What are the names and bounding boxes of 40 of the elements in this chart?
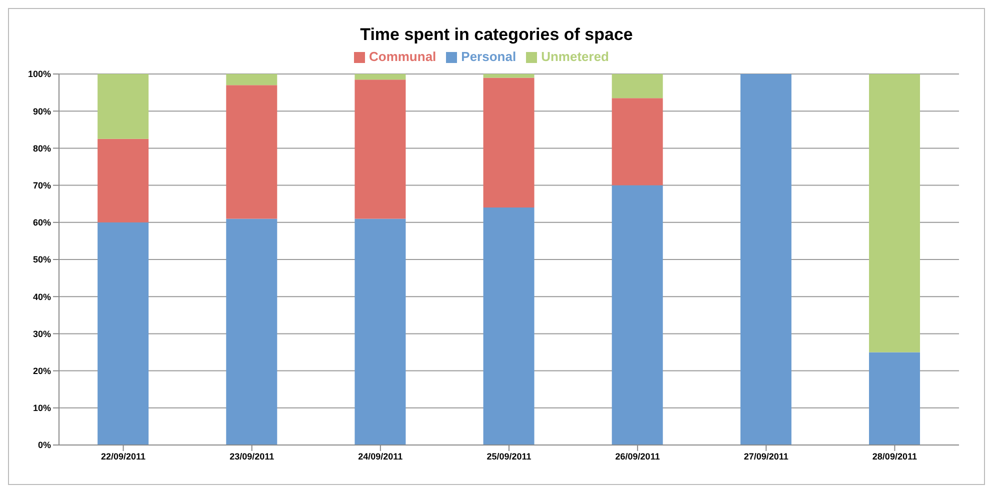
legend-label: Unmetered bbox=[541, 49, 609, 64]
bar bbox=[740, 74, 792, 445]
bar bbox=[98, 74, 149, 139]
bar bbox=[226, 74, 278, 86]
y-tick-label: 80% bbox=[32, 143, 51, 154]
bar bbox=[226, 218, 278, 445]
y-tick-label: 30% bbox=[32, 328, 51, 339]
bar bbox=[869, 74, 920, 352]
x-tick-label: 27/09/2011 bbox=[744, 451, 788, 462]
y-tick-label: 100% bbox=[28, 69, 51, 80]
bar bbox=[612, 74, 663, 98]
y-tick-label: 20% bbox=[32, 366, 51, 376]
bar bbox=[226, 85, 278, 219]
bar bbox=[612, 98, 663, 186]
bar bbox=[354, 218, 406, 445]
x-tick-label: 28/09/2011 bbox=[872, 451, 917, 462]
bar bbox=[483, 74, 534, 78]
bar bbox=[483, 208, 534, 445]
bar bbox=[483, 78, 534, 208]
bar bbox=[612, 185, 663, 445]
legend-label: Personal bbox=[461, 49, 516, 64]
y-tick-label: 10% bbox=[32, 403, 51, 414]
y-tick-label: 70% bbox=[32, 180, 51, 190]
y-tick-label: 40% bbox=[32, 292, 51, 302]
x-tick-label: 26/09/2011 bbox=[615, 451, 660, 462]
bar bbox=[354, 74, 406, 80]
bar bbox=[869, 352, 920, 445]
x-tick-label: 24/09/2011 bbox=[358, 451, 403, 462]
legend-label: Communal bbox=[368, 49, 436, 64]
chart-title: Time spent in categories of space bbox=[359, 25, 634, 45]
bar bbox=[354, 80, 406, 219]
y-tick-label: 60% bbox=[32, 218, 51, 228]
bar bbox=[98, 222, 149, 445]
x-tick-label: 25/09/2011 bbox=[486, 451, 532, 462]
bar bbox=[98, 138, 149, 222]
y-tick-label: 90% bbox=[32, 106, 51, 116]
y-tick-label: 50% bbox=[32, 254, 51, 265]
y-tick-label: 0% bbox=[38, 440, 51, 450]
x-tick-label: 23/09/2011 bbox=[230, 451, 274, 462]
x-tick-label: 22/09/2011 bbox=[101, 451, 146, 462]
